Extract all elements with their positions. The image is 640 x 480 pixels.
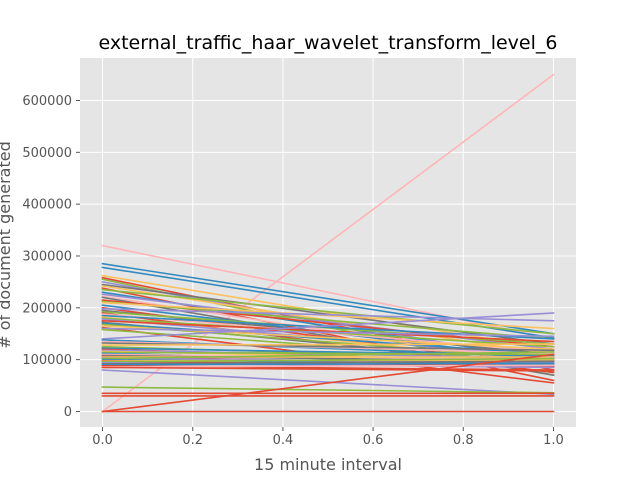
y-tick-label: 600000	[22, 94, 72, 109]
series-line-3	[101, 262, 555, 335]
y-tick-label: 200000	[22, 301, 72, 316]
y-tick-label: 300000	[22, 249, 72, 264]
axis-ticks: 0.0 0.2 0.4 0.6 0.8 1.0 0 100000 200000 300000 400…	[22, 94, 563, 448]
series-line-43	[101, 343, 555, 346]
series-line-39	[101, 312, 555, 340]
y-axis-label: # of document generated	[0, 141, 14, 348]
series-line-56	[101, 351, 555, 360]
series-line-62	[101, 360, 555, 365]
series-line-60	[101, 357, 555, 363]
series-line-37	[101, 327, 555, 338]
series-line-66	[101, 366, 555, 372]
series-line-18	[101, 300, 555, 340]
series-lines	[101, 73, 555, 413]
x-tick-label: 0.2	[182, 433, 203, 448]
series-line-22	[101, 307, 555, 322]
x-axis-label: 15 minute interval	[254, 455, 402, 474]
x-tick-label: 0.4	[273, 433, 294, 448]
chart-title: external_traffic_haar_wavelet_transform_…	[99, 32, 558, 54]
series-line-65	[101, 364, 555, 368]
series-line-68	[101, 386, 555, 394]
x-tick-label: 0.8	[453, 433, 474, 448]
series-line-72	[101, 353, 555, 413]
y-tick-label: 400000	[22, 198, 72, 213]
series-line-12	[101, 288, 555, 335]
series-line-14	[101, 293, 555, 351]
x-tick-label: 0.0	[92, 433, 113, 448]
series-line-49	[101, 351, 555, 356]
x-tick-label: 1.0	[543, 433, 564, 448]
x-tick-label: 0.6	[363, 433, 384, 448]
series-line-2	[101, 244, 555, 340]
series-line-31	[101, 319, 555, 343]
y-tick-label: 0	[64, 405, 72, 420]
y-tick-label: 100000	[22, 353, 72, 368]
y-tick-label: 500000	[22, 146, 72, 161]
